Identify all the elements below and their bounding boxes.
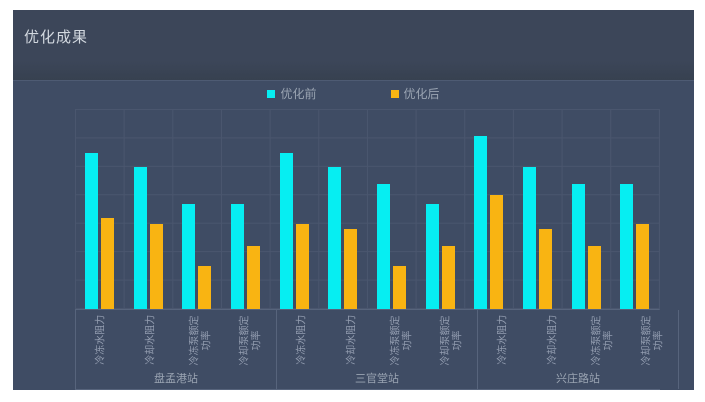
bar-slot bbox=[513, 110, 562, 309]
bar-before-g2-c2[interactable] bbox=[328, 166, 342, 309]
bar-after-g3-c3[interactable] bbox=[587, 246, 601, 309]
x-axis-label: 冷却泵额定 功率 bbox=[641, 315, 665, 365]
legend: 优化前 优化后 bbox=[13, 81, 694, 102]
panel-header: 优化成果 bbox=[13, 10, 694, 80]
bar-slot bbox=[221, 110, 270, 309]
bar-before-g1-c1[interactable] bbox=[84, 152, 98, 309]
x-axis-label: 冷冻水阻力 bbox=[296, 315, 308, 365]
x-axis-label-cell: 冷冻水阻力 bbox=[76, 315, 126, 365]
x-axis-group-2: 冷冻水阻力 冷却水阻力 冷冻泵额定 功率 冷却泵额定 功率三官堂站 bbox=[276, 310, 477, 389]
bar-slot bbox=[610, 110, 659, 309]
x-axis-group-3: 冷冻水阻力 冷却水阻力 冷冻泵额定 功率 冷却泵额定 功率兴庄路站 bbox=[477, 310, 679, 389]
x-axis-group-label: 三官堂站 bbox=[355, 373, 399, 385]
x-axis-group-label: 盘孟港站 bbox=[154, 373, 198, 385]
panel-title: 优化成果 bbox=[24, 29, 89, 46]
legend-item-after[interactable]: 优化后 bbox=[390, 85, 440, 102]
x-axis-label-cell: 冷却泵额定 功率 bbox=[226, 315, 276, 365]
x-axis-label: 冷却水阻力 bbox=[346, 315, 358, 365]
bar-before-g2-c1[interactable] bbox=[279, 152, 293, 309]
bar-group-2 bbox=[270, 110, 465, 309]
x-axis-group-label: 兴庄路站 bbox=[556, 373, 600, 385]
bar-after-g2-c2[interactable] bbox=[344, 229, 358, 309]
x-axis-label: 冷冻泵额定 功率 bbox=[189, 315, 213, 365]
bar-after-g2-c4[interactable] bbox=[441, 246, 455, 309]
legend-label-after: 优化后 bbox=[403, 87, 440, 101]
bar-after-g1-c3[interactable] bbox=[198, 266, 212, 309]
bar-slot bbox=[416, 110, 465, 309]
x-axis-category-row: 冷冻水阻力 冷却水阻力 冷冻泵额定 功率 冷却泵额定 功率 bbox=[277, 310, 477, 370]
bar-slot bbox=[464, 110, 513, 309]
bar-after-g2-c1[interactable] bbox=[295, 223, 309, 309]
bar-slot bbox=[367, 110, 416, 309]
x-axis-label-cell: 冷冻泵额定 功率 bbox=[176, 315, 226, 365]
x-axis-label-cell: 冷却泵额定 功率 bbox=[628, 315, 678, 365]
x-axis-label: 冷冻泵额定 功率 bbox=[591, 315, 615, 365]
bar-before-g3-c2[interactable] bbox=[522, 166, 536, 309]
bar-before-g1-c2[interactable] bbox=[133, 166, 147, 309]
bar-before-g1-c3[interactable] bbox=[182, 203, 196, 309]
bar-before-g2-c4[interactable] bbox=[425, 203, 439, 309]
bar-after-g1-c4[interactable] bbox=[246, 246, 260, 309]
x-axis-category-row: 冷冻水阻力 冷却水阻力 冷冻泵额定 功率 冷却泵额定 功率 bbox=[478, 310, 678, 370]
bar-after-g1-c2[interactable] bbox=[149, 223, 163, 309]
bar-after-g3-c2[interactable] bbox=[538, 229, 552, 309]
x-axis: 冷冻水阻力 冷却水阻力 冷冻泵额定 功率 冷却泵额定 功率盘孟港站 冷冻水阻力 冷却水阻力… bbox=[75, 310, 679, 390]
x-axis-label: 冷冻水阻力 bbox=[95, 315, 107, 365]
bar-after-g3-c4[interactable] bbox=[636, 223, 650, 309]
x-axis-label: 冷却泵额定 功率 bbox=[440, 315, 464, 365]
bar-slot bbox=[562, 110, 611, 309]
x-axis-label-cell: 冷却泵额定 功率 bbox=[427, 315, 477, 365]
x-axis-label: 冷却水阻力 bbox=[547, 315, 559, 365]
x-axis-label-cell: 冷冻水阻力 bbox=[478, 315, 528, 365]
bar-after-g1-c1[interactable] bbox=[100, 218, 114, 309]
legend-swatch-after-icon bbox=[390, 89, 399, 98]
bar-before-g2-c3[interactable] bbox=[376, 183, 390, 309]
chart-body: 优化前 优化后 冷冻水阻力 冷却水阻力 冷冻泵额定 功率 冷却泵额定 功率 盘孟港站 冷冻… bbox=[13, 80, 694, 390]
bar-before-g3-c1[interactable] bbox=[474, 135, 488, 309]
x-axis-category-row: 冷冻水阻力 冷却水阻力 冷冻泵额定 功率 冷却泵额定 功率 bbox=[76, 310, 276, 370]
legend-swatch-before-icon bbox=[267, 89, 276, 98]
bar-slot bbox=[172, 110, 221, 309]
chart-panel: 优化成果 优化前 优化后 冷冻水阻力 冷却水阻力 冷冻泵额定 功率 冷却泵额定 功率盘… bbox=[13, 10, 694, 390]
bar-slot bbox=[318, 110, 367, 309]
bar-after-g3-c1[interactable] bbox=[490, 195, 504, 309]
legend-item-before[interactable]: 优化前 bbox=[267, 85, 317, 102]
x-axis-label-cell: 冷冻泵额定 功率 bbox=[578, 315, 628, 365]
x-axis-label: 冷却泵额定 功率 bbox=[239, 315, 263, 365]
x-axis-label-cell: 冷却水阻力 bbox=[327, 315, 377, 365]
x-axis-label: 冷却水阻力 bbox=[145, 315, 157, 365]
bar-group-1 bbox=[75, 110, 270, 309]
x-axis-label-cell: 冷却水阻力 bbox=[126, 315, 176, 365]
x-axis-label: 冷冻泵额定 功率 bbox=[390, 315, 414, 365]
bar-slot bbox=[270, 110, 319, 309]
plot-area bbox=[75, 109, 660, 310]
x-axis-label-cell: 冷冻水阻力 bbox=[277, 315, 327, 365]
bar-before-g1-c4[interactable] bbox=[230, 203, 244, 309]
bar-slot bbox=[75, 110, 124, 309]
bar-before-g3-c4[interactable] bbox=[620, 183, 634, 309]
bar-slot bbox=[124, 110, 173, 309]
x-axis-label-cell: 冷冻泵额定 功率 bbox=[377, 315, 427, 365]
legend-label-before: 优化前 bbox=[280, 87, 317, 101]
x-axis-group-1: 冷冻水阻力 冷却水阻力 冷冻泵额定 功率 冷却泵额定 功率盘孟港站 bbox=[75, 310, 276, 389]
bar-group-3 bbox=[464, 110, 659, 309]
x-axis-label-cell: 冷却水阻力 bbox=[528, 315, 578, 365]
bar-before-g3-c3[interactable] bbox=[571, 183, 585, 309]
x-axis-label: 冷冻水阻力 bbox=[497, 315, 509, 365]
bar-after-g2-c3[interactable] bbox=[392, 266, 406, 309]
